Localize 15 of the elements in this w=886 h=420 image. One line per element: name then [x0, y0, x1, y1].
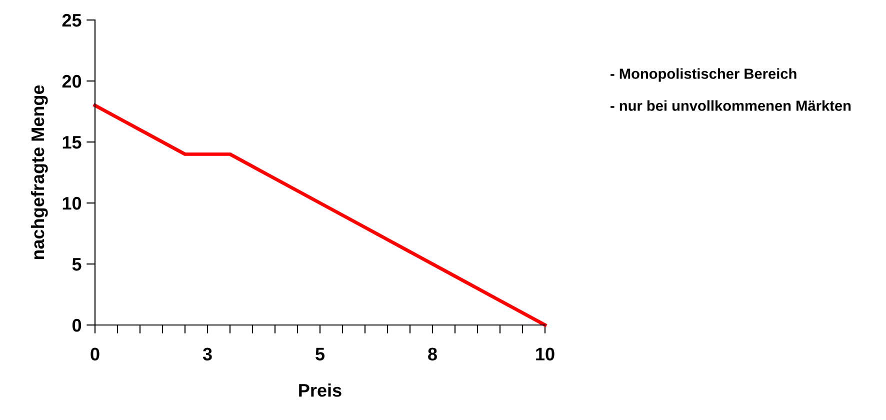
y-tick-label: 25: [62, 14, 82, 27]
y-tick-label: 15: [62, 136, 82, 149]
x-tick-label: 0: [90, 348, 100, 360]
y-tick-label: 20: [62, 74, 82, 88]
y-axis-title: nachgefragte Menge: [30, 85, 48, 260]
text: - nur bei unvollkommenen Märkten: [610, 100, 851, 111]
x-tick-label: 5: [316, 348, 325, 360]
x-tick-label: 10: [536, 348, 554, 360]
y-tick-label: 5: [72, 258, 82, 271]
x-tick-label: 8: [428, 348, 437, 360]
y-tick-label: 0: [72, 318, 82, 332]
text: - Monopolistischer Bereich: [610, 68, 796, 82]
x-axis-title: Preis: [299, 384, 342, 397]
y-tick-label: 10: [62, 196, 82, 210]
x-tick-label: 3: [202, 348, 212, 361]
